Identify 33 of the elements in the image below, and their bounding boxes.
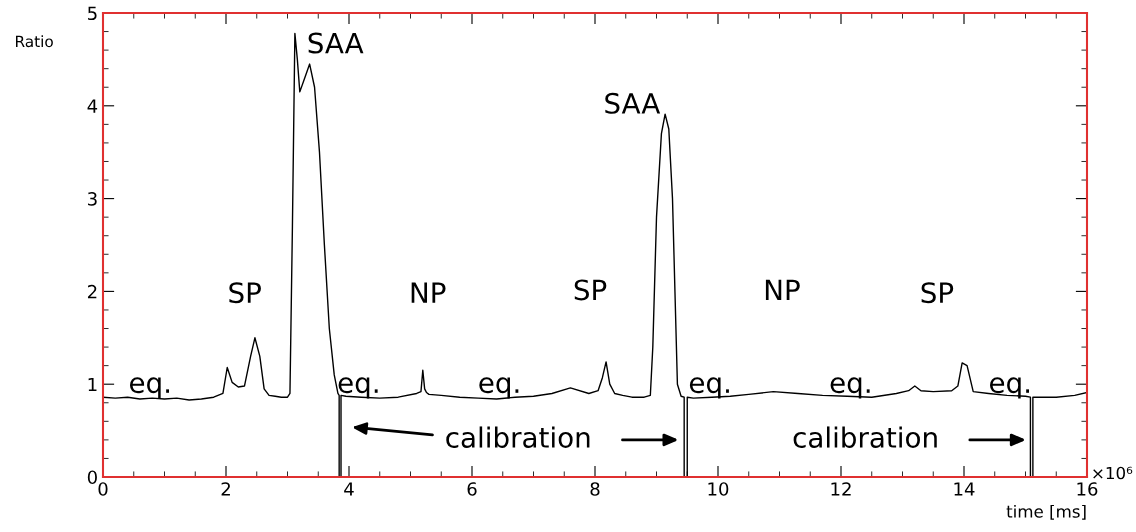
annotation: eq. — [479, 377, 519, 399]
x-tick-label: 10 — [708, 482, 729, 496]
y-axis-title: Ratio — [16, 35, 53, 48]
annotation: SP — [574, 279, 607, 301]
annotation: eq. — [990, 377, 1030, 399]
annotation: eq. — [338, 377, 378, 399]
y-tick-label: 1 — [88, 377, 97, 392]
annotation: eq. — [689, 377, 729, 399]
x-tick-label: 16 — [1077, 482, 1098, 496]
annotation: SAA — [605, 92, 661, 114]
x-tick-label: 2 — [221, 482, 230, 496]
x-tick-label: 14 — [954, 482, 975, 496]
annotation: calibration — [446, 426, 590, 448]
annotation: calibration — [793, 426, 937, 448]
annotation: eq. — [830, 377, 870, 399]
y-tick-label: 2 — [87, 284, 97, 299]
x-tick-label: 6 — [467, 482, 477, 496]
annotation: NP — [765, 279, 800, 300]
y-tick-label: 4 — [87, 99, 98, 113]
text: ×10⁶ — [1093, 466, 1133, 480]
x-tick-label: 4 — [344, 482, 354, 496]
annotation: NP — [411, 282, 446, 303]
x-tick-label: 12 — [831, 482, 851, 496]
x-tick-label: 0 — [98, 482, 108, 496]
annotation: eq. — [129, 377, 170, 399]
annotation: SAA — [308, 32, 364, 54]
x-tick-label: 8 — [590, 482, 600, 496]
x-axis-title: time [ms] — [1006, 504, 1086, 520]
annotation: SP — [229, 282, 261, 304]
y-tick-label: 5 — [88, 6, 97, 21]
annotation: SP — [921, 282, 954, 304]
y-tick-label: 0 — [87, 470, 97, 485]
y-tick-label: 3 — [88, 192, 97, 206]
